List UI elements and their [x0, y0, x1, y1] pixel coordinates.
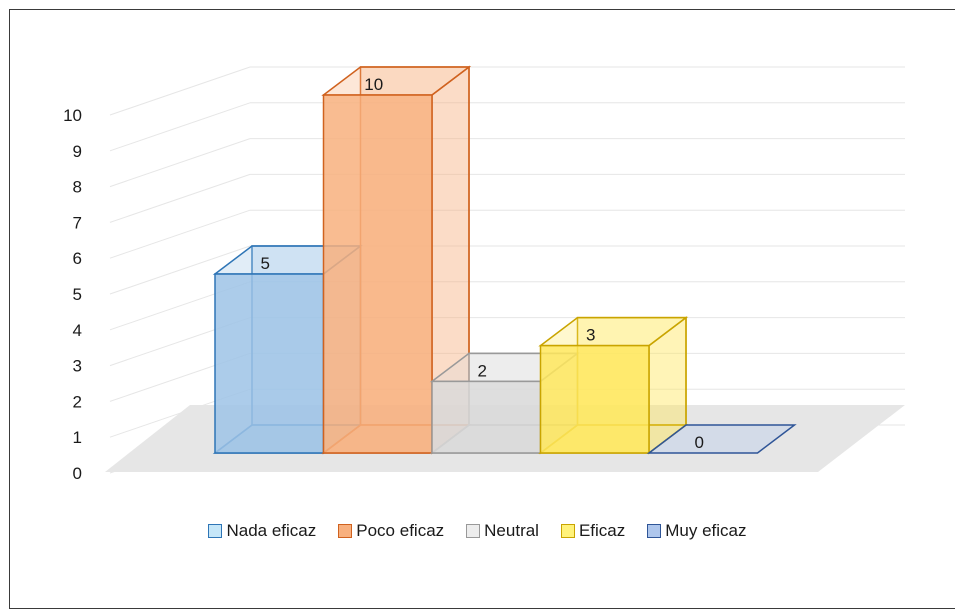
gridline-left: [109, 245, 251, 295]
legend-swatch: [560, 524, 575, 538]
legend-label: Muy eficaz: [665, 521, 747, 540]
legend-swatch: [466, 524, 481, 538]
bar-front-face: [431, 380, 542, 454]
y-tick-label: 1: [73, 428, 82, 447]
bar-front-face: [322, 94, 433, 454]
legend-swatch: [338, 524, 353, 538]
legend-label: Eficaz: [578, 521, 626, 540]
legend-item: Muy eficaz: [647, 521, 747, 541]
data-label: 2: [478, 361, 487, 380]
legend-label: Neutral: [484, 521, 539, 540]
y-tick-label: 9: [73, 142, 82, 161]
y-tick-label: 0: [73, 464, 82, 483]
y-tick-label: 4: [73, 321, 82, 340]
bar: [538, 316, 689, 455]
bar-base: [646, 424, 797, 454]
y-tick-label: 10: [63, 106, 82, 125]
data-label: 5: [261, 254, 270, 273]
legend-item: Poco eficaz: [338, 521, 444, 541]
data-label: 0: [695, 433, 704, 452]
gridline-left: [109, 138, 251, 188]
bar: [646, 424, 797, 454]
bars: [212, 65, 797, 455]
legend-item: Neutral: [466, 521, 539, 541]
gridline-left: [109, 66, 251, 116]
y-tick-label: 6: [73, 249, 82, 268]
gridline-left: [109, 102, 251, 152]
bar-front-face: [539, 344, 650, 454]
y-tick-label: 3: [73, 357, 82, 376]
data-label: 10: [364, 75, 383, 94]
legend-item: Nada eficaz: [208, 521, 316, 541]
y-tick-label: 7: [73, 213, 82, 232]
legend-label: Nada eficaz: [226, 521, 317, 540]
y-tick-label: 5: [73, 285, 82, 304]
legend-swatch: [647, 524, 662, 538]
bar-front-face: [214, 273, 325, 454]
data-labels: 5 10 2 3 0: [261, 75, 704, 452]
data-label: 3: [586, 326, 595, 345]
legend-label: Poco eficaz: [356, 521, 445, 540]
gridline-left: [109, 173, 251, 223]
y-tick-label: 8: [73, 178, 82, 197]
legend-swatch: [208, 524, 223, 538]
chart-plot: 0 1 2 3 4 5 6 7 8 9 10 5 10 2 3 0: [63, 65, 905, 483]
legend-item: Eficaz: [560, 521, 626, 541]
gridline-left: [109, 209, 251, 259]
y-tick-label: 2: [73, 392, 82, 411]
legend: Nada eficaz Poco eficaz Neutral Eficaz Muy e…: [0, 516, 955, 546]
y-axis-ticks: 0 1 2 3 4 5 6 7 8 9 10: [63, 106, 82, 483]
